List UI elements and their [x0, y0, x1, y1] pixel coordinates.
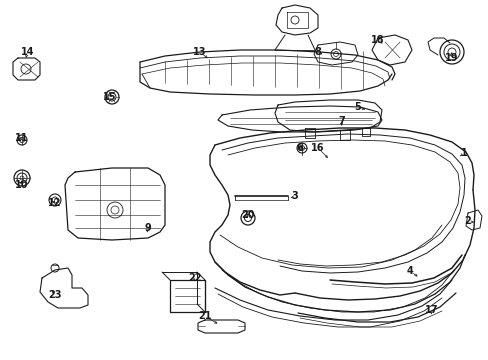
Text: 13: 13: [193, 47, 206, 57]
Text: 10: 10: [15, 180, 29, 190]
Text: 5: 5: [354, 102, 361, 112]
Text: 11: 11: [15, 133, 29, 143]
Text: 15: 15: [103, 92, 117, 102]
Text: 22: 22: [188, 273, 202, 283]
Text: 19: 19: [445, 53, 458, 63]
Text: 7: 7: [338, 116, 345, 126]
Text: 18: 18: [370, 35, 384, 45]
Text: 6: 6: [296, 143, 303, 153]
Text: 2: 2: [464, 216, 470, 226]
Text: 14: 14: [21, 47, 35, 57]
Text: 8: 8: [314, 47, 321, 57]
Text: 16: 16: [311, 143, 324, 153]
Text: 9: 9: [144, 223, 151, 233]
Text: 12: 12: [48, 198, 61, 208]
Text: 20: 20: [241, 210, 254, 220]
Text: 1: 1: [460, 148, 467, 158]
Text: 17: 17: [425, 305, 438, 315]
Text: 4: 4: [406, 266, 412, 276]
Text: 3: 3: [291, 191, 298, 201]
Text: 23: 23: [48, 290, 61, 300]
Text: 21: 21: [198, 311, 211, 321]
